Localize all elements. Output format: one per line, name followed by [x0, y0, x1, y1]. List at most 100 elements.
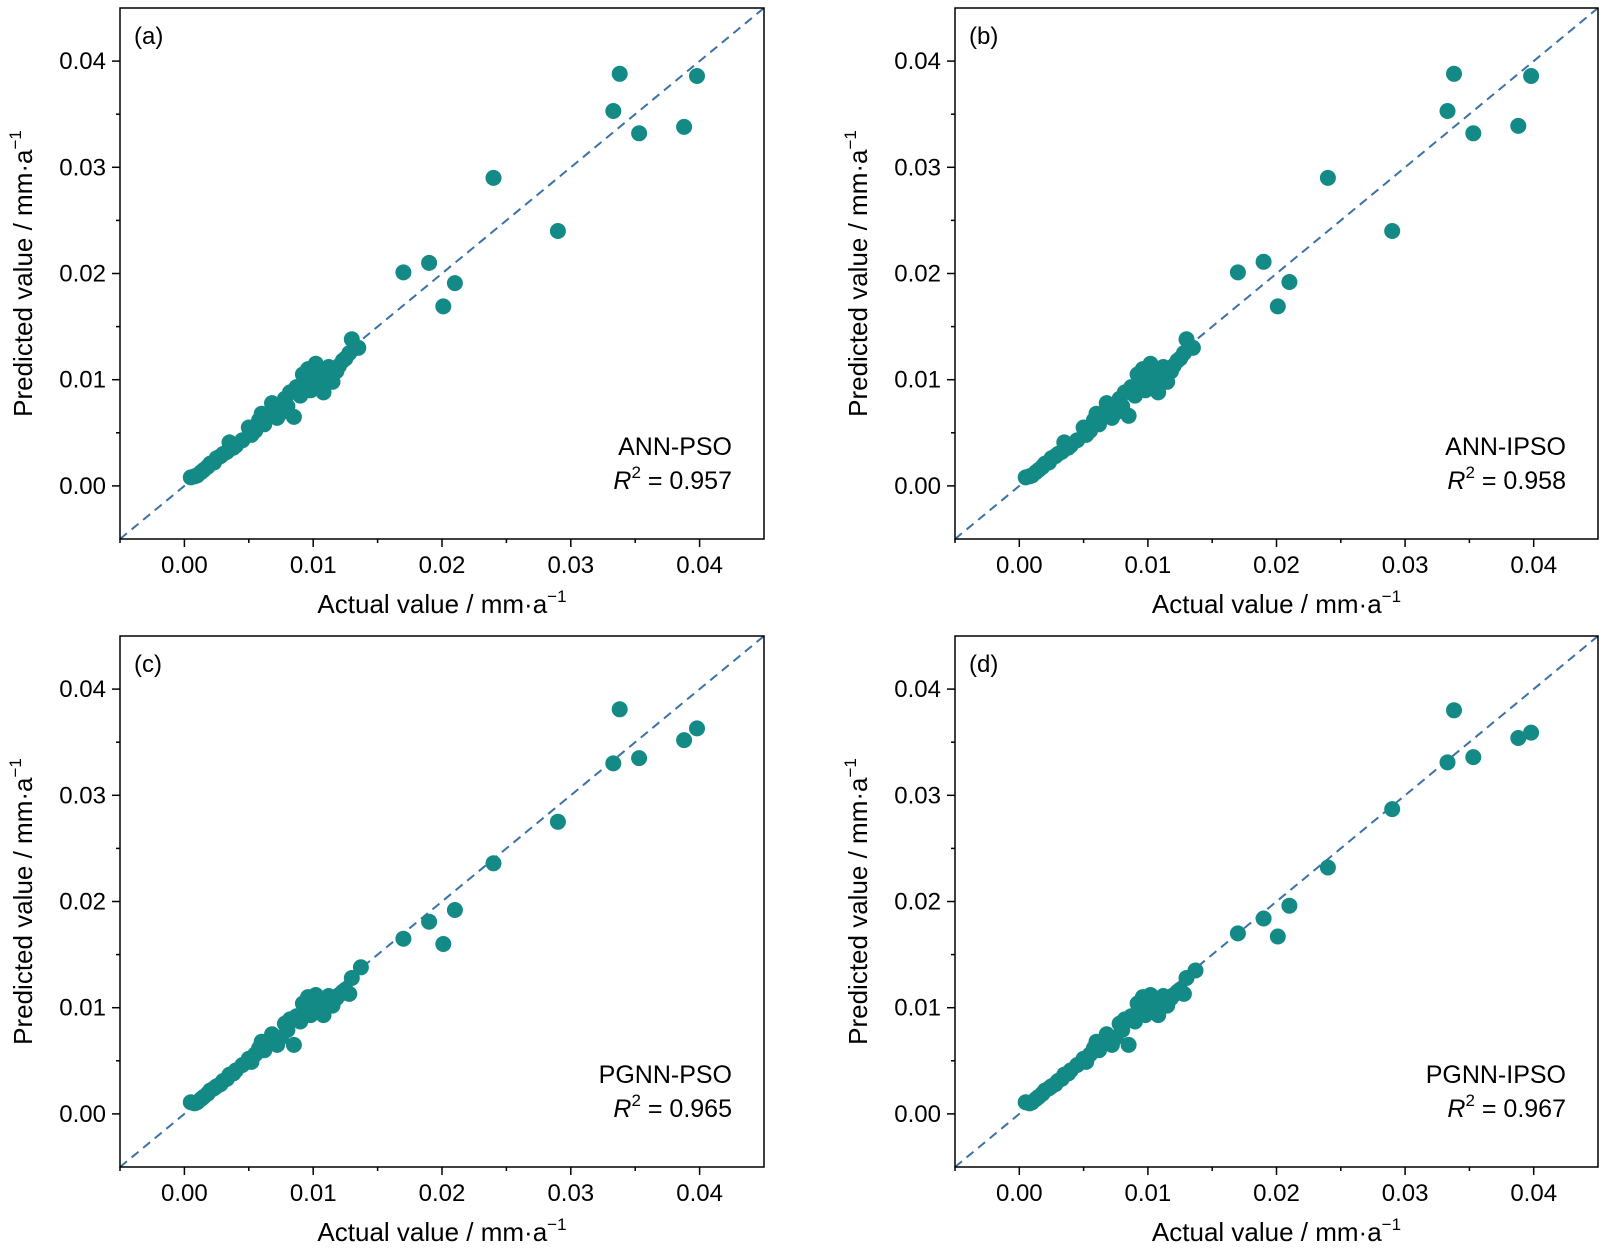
data-point [1510, 730, 1527, 746]
r2-annotation: R2 = 0.965 [613, 1091, 732, 1123]
x-axis-unit-exponent: −1 [547, 1215, 566, 1234]
data-point [1150, 384, 1167, 401]
data-point [1319, 859, 1336, 876]
data-point [1465, 749, 1482, 766]
data-point [1465, 125, 1482, 142]
data-point [1175, 985, 1192, 1002]
x-tick-label: 0.03 [547, 552, 594, 579]
x-axis-title: Actual value / mm·a−1 [1152, 1215, 1401, 1247]
scatter-points [1017, 65, 1540, 486]
y-tick-label: 0.04 [894, 48, 941, 75]
x-tick-label: 0.04 [676, 552, 723, 579]
x-axis-unit-exponent: −1 [547, 587, 566, 606]
data-point [689, 720, 705, 737]
y-axis-title-text: Predicted value / mm·a [843, 149, 873, 417]
data-point [689, 68, 705, 84]
y-tick-label: 0.00 [59, 473, 106, 500]
x-axis-unit-exponent: −1 [1382, 1215, 1401, 1234]
scatter-points [182, 65, 705, 486]
x-axis-unit-exponent: −1 [1382, 587, 1401, 606]
r2-exponent: 2 [1465, 463, 1474, 482]
y-axis-title: Predicted value / mm·a−1 [841, 130, 873, 417]
data-point [421, 254, 438, 271]
panel-label: (c) [134, 651, 162, 678]
y-tick-label: 0.04 [894, 676, 941, 703]
x-tick-label: 0.01 [1125, 552, 1172, 579]
panel-label: (b) [969, 23, 998, 50]
model-name: ANN-IPSO [1445, 433, 1566, 461]
data-point [435, 936, 452, 952]
data-point [1229, 925, 1246, 942]
x-tick-label: 0.01 [290, 1180, 337, 1207]
y-tick-label: 0.00 [894, 473, 941, 500]
data-point [352, 959, 369, 976]
data-point [611, 701, 628, 718]
data-point [1281, 274, 1298, 290]
chart-panel-a: 0.00 0.01 0.02 0.03 0.04 0.00 0.01 0.02 0.03 0.04… [6, 7, 765, 619]
data-point [435, 298, 452, 315]
y-tick-label: 0.01 [59, 995, 106, 1022]
x-tick-label: 0.02 [419, 1180, 466, 1207]
scatter-points [1017, 702, 1540, 1112]
r2-exponent: 2 [631, 1091, 640, 1110]
data-point [1187, 962, 1204, 979]
r2-value: = 0.967 [1475, 1095, 1566, 1123]
chart-panel-d: 0.00 0.01 0.02 0.03 0.04 0.00 0.01 0.02 0.03 0.04… [841, 635, 1599, 1247]
data-point [341, 985, 358, 1002]
y-tick-label: 0.01 [894, 995, 941, 1022]
data-point [1120, 407, 1137, 424]
data-point [611, 65, 628, 82]
chart-panel-c: 0.00 0.01 0.02 0.03 0.04 0.00 0.01 0.02 0.03 0.04… [6, 635, 765, 1247]
r2-symbol: R [1447, 1095, 1465, 1123]
data-point [605, 755, 622, 772]
r2-annotation: R2 = 0.967 [1447, 1091, 1566, 1123]
x-tick-label: 0.00 [996, 552, 1043, 579]
x-tick-label: 0.04 [1510, 552, 1557, 579]
data-point [1255, 910, 1272, 927]
model-name: PGNN-PSO [599, 1061, 732, 1089]
data-point [549, 223, 566, 239]
y-tick-label: 0.01 [894, 367, 941, 394]
x-axis-title: Actual value / mm·a−1 [317, 587, 566, 619]
data-point [485, 169, 502, 186]
y-axis-unit-exponent: −1 [6, 130, 25, 149]
x-axis-title: Actual value / mm·a−1 [1152, 587, 1401, 619]
x-tick-label: 0.02 [1253, 1180, 1300, 1207]
y-tick-label: 0.02 [894, 889, 941, 916]
x-tick-label: 0.03 [1382, 1180, 1429, 1207]
r2-symbol: R [1447, 467, 1465, 495]
y-axis-title-text: Predicted value / mm·a [843, 777, 873, 1045]
x-tick-label: 0.02 [1253, 552, 1300, 579]
y-tick-label: 0.00 [59, 1101, 106, 1128]
data-point [315, 384, 332, 401]
y-tick-label: 0.02 [59, 889, 106, 916]
data-point [631, 125, 648, 142]
data-point [1255, 253, 1272, 270]
x-tick-label: 0.03 [1382, 552, 1429, 579]
y-tick-label: 0.02 [59, 261, 106, 288]
panel-label: (d) [969, 651, 998, 678]
model-name: ANN-PSO [618, 433, 732, 461]
r2-exponent: 2 [631, 463, 640, 482]
y-axis-title-text: Predicted value / mm·a [8, 149, 38, 417]
data-point [343, 970, 360, 986]
data-point [1523, 68, 1540, 84]
y-tick-label: 0.04 [59, 676, 106, 703]
data-point [1281, 897, 1298, 914]
y-axis-title: Predicted value / mm·a−1 [6, 758, 38, 1045]
data-point [1510, 117, 1527, 134]
data-point [285, 1036, 302, 1053]
data-point [1319, 169, 1336, 186]
x-axis-title: Actual value / mm·a−1 [317, 1215, 566, 1247]
r2-exponent: 2 [1465, 1091, 1474, 1110]
data-point [1446, 65, 1462, 82]
y-axis-title: Predicted value / mm·a−1 [6, 130, 38, 417]
r2-value: = 0.965 [641, 1095, 732, 1123]
data-point [395, 264, 412, 281]
x-axis-title-text: Actual value / mm·a [1152, 1217, 1382, 1247]
data-point [676, 118, 693, 135]
data-point [676, 732, 693, 749]
y-axis-unit-exponent: −1 [6, 758, 25, 777]
x-tick-label: 0.04 [676, 1180, 723, 1207]
